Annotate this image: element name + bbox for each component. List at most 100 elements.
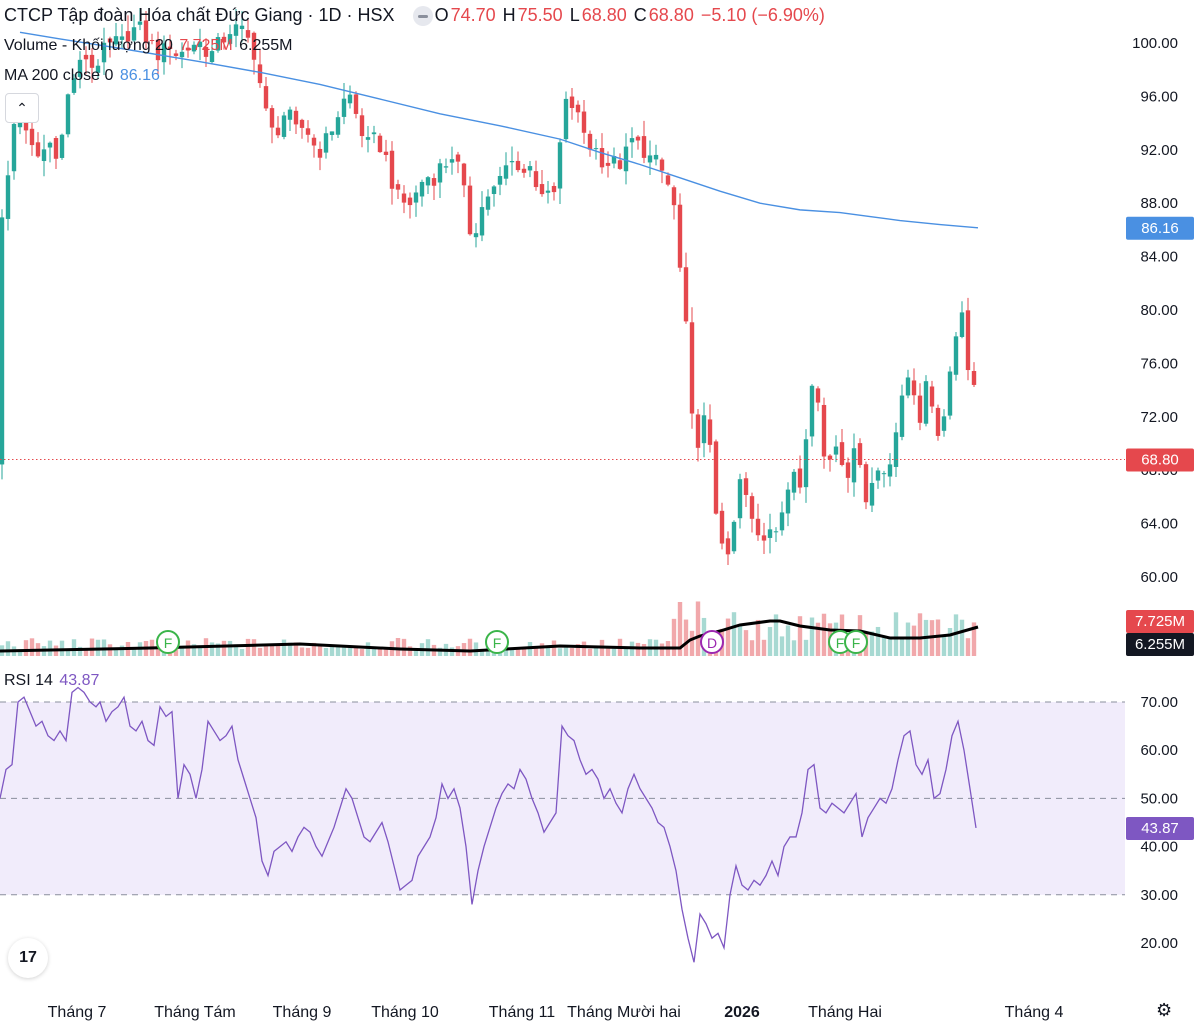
volume-bar <box>407 646 413 656</box>
candle <box>569 88 575 120</box>
symbol-title[interactable]: CTCP Tập đoàn Hóa chất Đức Giang · 1D · … <box>4 5 395 25</box>
candle <box>305 120 311 143</box>
candle <box>239 11 245 43</box>
candle <box>167 34 173 65</box>
visibility-icon[interactable] <box>412 6 433 27</box>
candle <box>635 135 641 150</box>
candle <box>407 192 413 219</box>
collapse-legend-button[interactable]: ⌃ <box>5 93 39 123</box>
candle <box>677 193 683 272</box>
candle <box>707 404 713 453</box>
rsi-tick: 50.00 <box>1140 790 1178 807</box>
volume-bar <box>371 648 377 656</box>
candle <box>71 74 77 95</box>
candle <box>419 179 425 207</box>
volume-bar <box>809 617 815 656</box>
event-F[interactable]: F <box>485 630 509 654</box>
event-F[interactable]: F <box>844 630 868 654</box>
ma-legend[interactable]: MA 200 close 0 86.16 <box>4 67 162 85</box>
volume-bar <box>737 625 743 656</box>
volume-bar <box>749 640 755 656</box>
candle <box>575 100 581 123</box>
candle <box>365 126 371 153</box>
candle <box>761 522 767 555</box>
candle <box>497 166 503 196</box>
candle <box>611 147 617 169</box>
candle <box>719 502 725 550</box>
volume-bar <box>335 646 341 656</box>
candle <box>383 139 389 162</box>
candle <box>101 27 107 76</box>
time-tick: 2026 <box>724 1004 760 1021</box>
candle <box>743 472 749 508</box>
candle <box>965 297 971 381</box>
price-badges: 86.16 68.80 7.725M 6.255M 43.87 <box>1126 216 1194 840</box>
event-label: F <box>164 635 173 651</box>
time-tick: Tháng 7 <box>48 1004 107 1021</box>
volume-bar <box>935 619 941 656</box>
candle <box>929 380 935 413</box>
volume-legend[interactable]: Volume - Khối lượng 20 7.725M 6.255M <box>4 37 295 55</box>
candle <box>293 106 299 134</box>
rsi-legend[interactable]: RSI 14 43.87 <box>4 672 101 690</box>
high-label: H <box>502 5 516 25</box>
ma-value: 86.16 <box>119 67 160 84</box>
event-F[interactable]: F <box>156 630 180 654</box>
volume-bar <box>23 640 29 656</box>
volume-bar <box>215 643 221 656</box>
volume-bar <box>401 638 407 656</box>
candle <box>131 14 137 43</box>
tradingview-logo[interactable]: 17 <box>8 938 48 978</box>
volume-bar <box>959 619 965 656</box>
volume-bar <box>47 640 53 656</box>
volume-bar <box>731 612 737 656</box>
volume-bar <box>779 636 785 656</box>
volume-bar <box>311 642 317 656</box>
volume-bar <box>743 630 749 656</box>
event-label: F <box>852 635 861 651</box>
volume-bar <box>545 646 551 656</box>
candle <box>773 527 779 543</box>
candles <box>0 8 977 566</box>
candle <box>959 301 965 339</box>
candle <box>59 133 65 160</box>
rsi-axis[interactable]: 70.00 60.00 50.00 40.00 30.00 20.00 <box>1140 694 1178 952</box>
time-axis[interactable]: Tháng 7 Tháng Tám Tháng 9 Tháng 10 Tháng 11 T… <box>48 1004 1064 1021</box>
candle <box>779 501 785 536</box>
event-D[interactable]: D <box>700 630 724 654</box>
volume-bar <box>323 647 329 656</box>
volume-bar <box>179 646 185 656</box>
volume-bar <box>305 647 311 656</box>
volume-bar <box>353 645 359 656</box>
volume-bar <box>821 613 827 656</box>
candle <box>521 164 527 178</box>
candle <box>209 38 215 64</box>
candle <box>89 48 95 83</box>
volume-bar <box>515 648 521 656</box>
candle <box>539 169 545 197</box>
gear-icon[interactable]: ⚙ <box>1156 1000 1173 1020</box>
candle <box>377 133 383 153</box>
candle <box>401 185 407 214</box>
volume-value: 7.725M <box>179 37 233 54</box>
volume-bar <box>893 612 899 656</box>
candle <box>0 209 5 480</box>
last-price-badge: 68.80 <box>1126 448 1194 472</box>
price-tick: 84.00 <box>1140 249 1178 266</box>
price-tick: 100.00 <box>1132 35 1178 52</box>
open-value: 74.70 <box>450 5 496 25</box>
price-tick: 60.00 <box>1140 569 1178 586</box>
candle <box>215 33 221 53</box>
volume-bar <box>359 649 365 656</box>
candle <box>467 176 473 236</box>
candle <box>185 41 191 58</box>
time-tick: Tháng 10 <box>371 1004 439 1021</box>
candle <box>545 180 551 204</box>
candle <box>65 93 71 138</box>
volume-bar <box>341 645 347 656</box>
price-axis[interactable]: 100.00 96.00 92.00 88.00 84.00 80.00 76.00 72.0… <box>1132 35 1178 586</box>
candle <box>881 470 887 488</box>
volume-bar <box>299 647 305 656</box>
volume-bar <box>89 638 95 656</box>
